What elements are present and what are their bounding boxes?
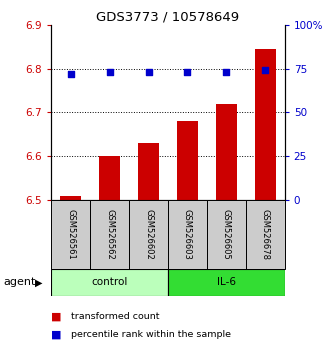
- FancyBboxPatch shape: [51, 269, 168, 296]
- Point: [185, 69, 190, 75]
- Bar: [177, 121, 198, 200]
- Text: IL-6: IL-6: [217, 277, 236, 287]
- Text: control: control: [91, 277, 128, 287]
- Bar: [215, 104, 237, 200]
- FancyBboxPatch shape: [51, 200, 90, 269]
- Bar: [138, 143, 159, 200]
- Text: transformed count: transformed count: [71, 312, 160, 321]
- Text: GSM526562: GSM526562: [105, 209, 114, 260]
- FancyBboxPatch shape: [207, 200, 246, 269]
- Bar: [99, 156, 120, 200]
- FancyBboxPatch shape: [129, 200, 168, 269]
- Point: [262, 68, 268, 73]
- Bar: [60, 196, 81, 200]
- Text: GSM526561: GSM526561: [66, 209, 75, 260]
- FancyBboxPatch shape: [168, 269, 285, 296]
- Point: [224, 69, 229, 75]
- FancyBboxPatch shape: [168, 200, 207, 269]
- Text: ▶: ▶: [35, 277, 42, 287]
- Point: [146, 69, 151, 75]
- FancyBboxPatch shape: [246, 200, 285, 269]
- Point: [107, 69, 112, 75]
- Text: GSM526678: GSM526678: [261, 209, 270, 260]
- FancyBboxPatch shape: [90, 200, 129, 269]
- Title: GDS3773 / 10578649: GDS3773 / 10578649: [96, 11, 240, 24]
- Text: agent: agent: [3, 277, 36, 287]
- Text: GSM526602: GSM526602: [144, 209, 153, 260]
- Point: [68, 71, 73, 77]
- Text: GSM526603: GSM526603: [183, 209, 192, 260]
- Text: percentile rank within the sample: percentile rank within the sample: [71, 330, 231, 339]
- Text: GSM526605: GSM526605: [222, 209, 231, 260]
- Bar: [255, 49, 276, 200]
- Text: ■: ■: [51, 312, 62, 322]
- Text: ■: ■: [51, 330, 62, 339]
